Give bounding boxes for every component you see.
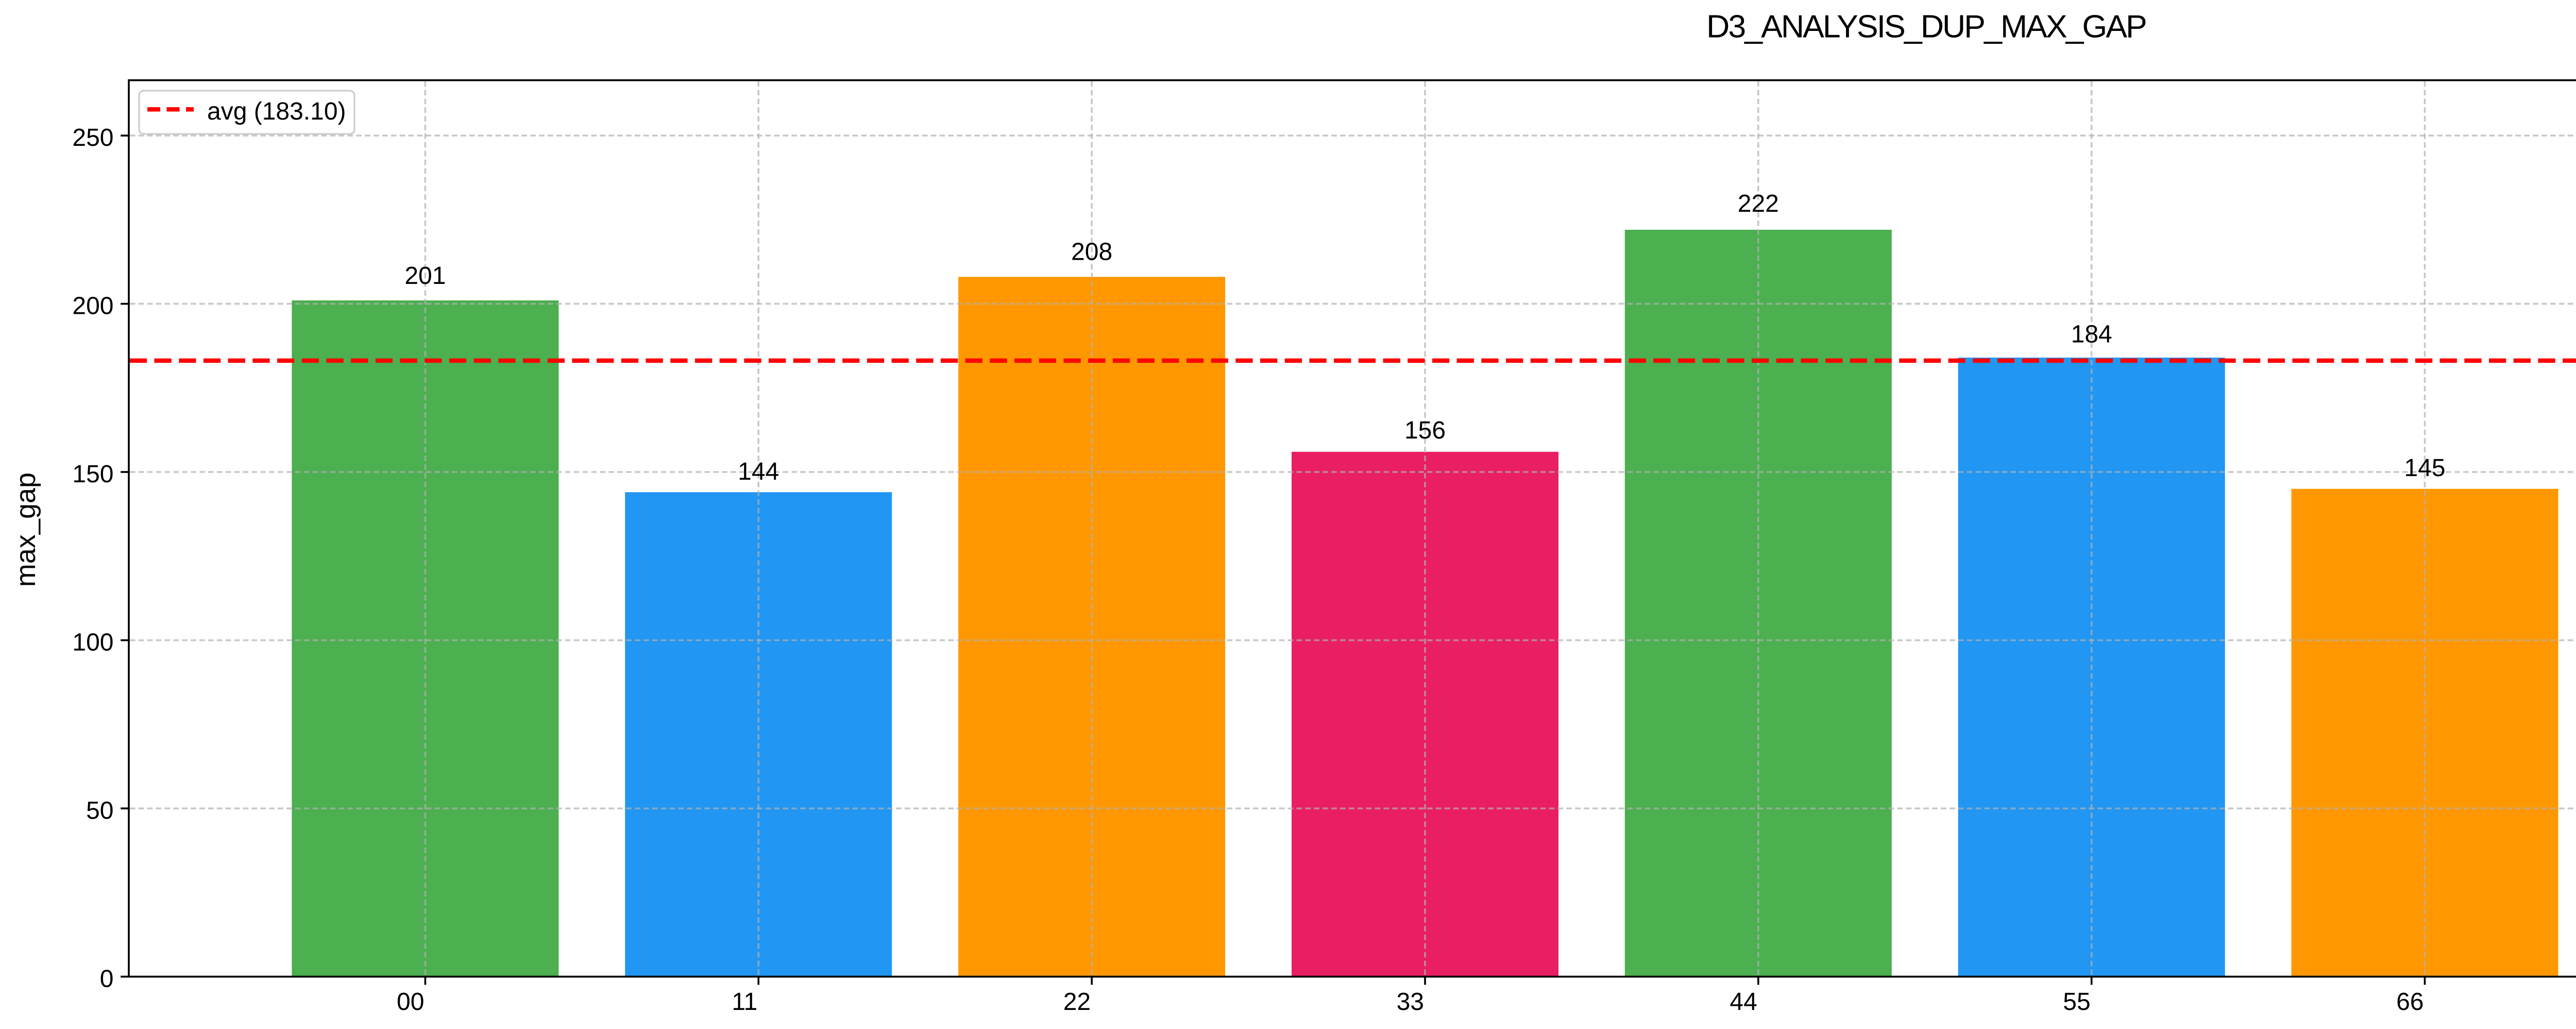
svg-text:156: 156 [1404,417,1446,444]
svg-text:22: 22 [1063,988,1091,1016]
svg-text:11: 11 [732,988,757,1016]
svg-text:150: 150 [72,461,113,488]
svg-text:D3_ANALYSIS_DUP_MAX_GAP: D3_ANALYSIS_DUP_MAX_GAP [1706,9,2146,45]
svg-text:55: 55 [2063,988,2090,1016]
svg-text:208: 208 [1071,239,1112,266]
svg-text:0: 0 [100,965,114,992]
svg-text:144: 144 [738,458,779,485]
svg-text:184: 184 [2071,320,2112,348]
svg-text:33: 33 [1397,988,1424,1016]
svg-text:100: 100 [72,629,113,656]
svg-text:145: 145 [2404,454,2445,482]
svg-text:250: 250 [72,124,113,151]
svg-text:max_gap: max_gap [10,473,41,587]
svg-text:00: 00 [397,988,424,1016]
svg-text:50: 50 [86,797,113,824]
svg-text:200: 200 [72,293,113,320]
svg-text:44: 44 [1730,988,1757,1016]
svg-text:201: 201 [404,262,446,290]
svg-text:222: 222 [1738,190,1779,217]
svg-text:66: 66 [2396,988,2424,1016]
svg-text:avg (183.10): avg (183.10) [207,98,346,125]
